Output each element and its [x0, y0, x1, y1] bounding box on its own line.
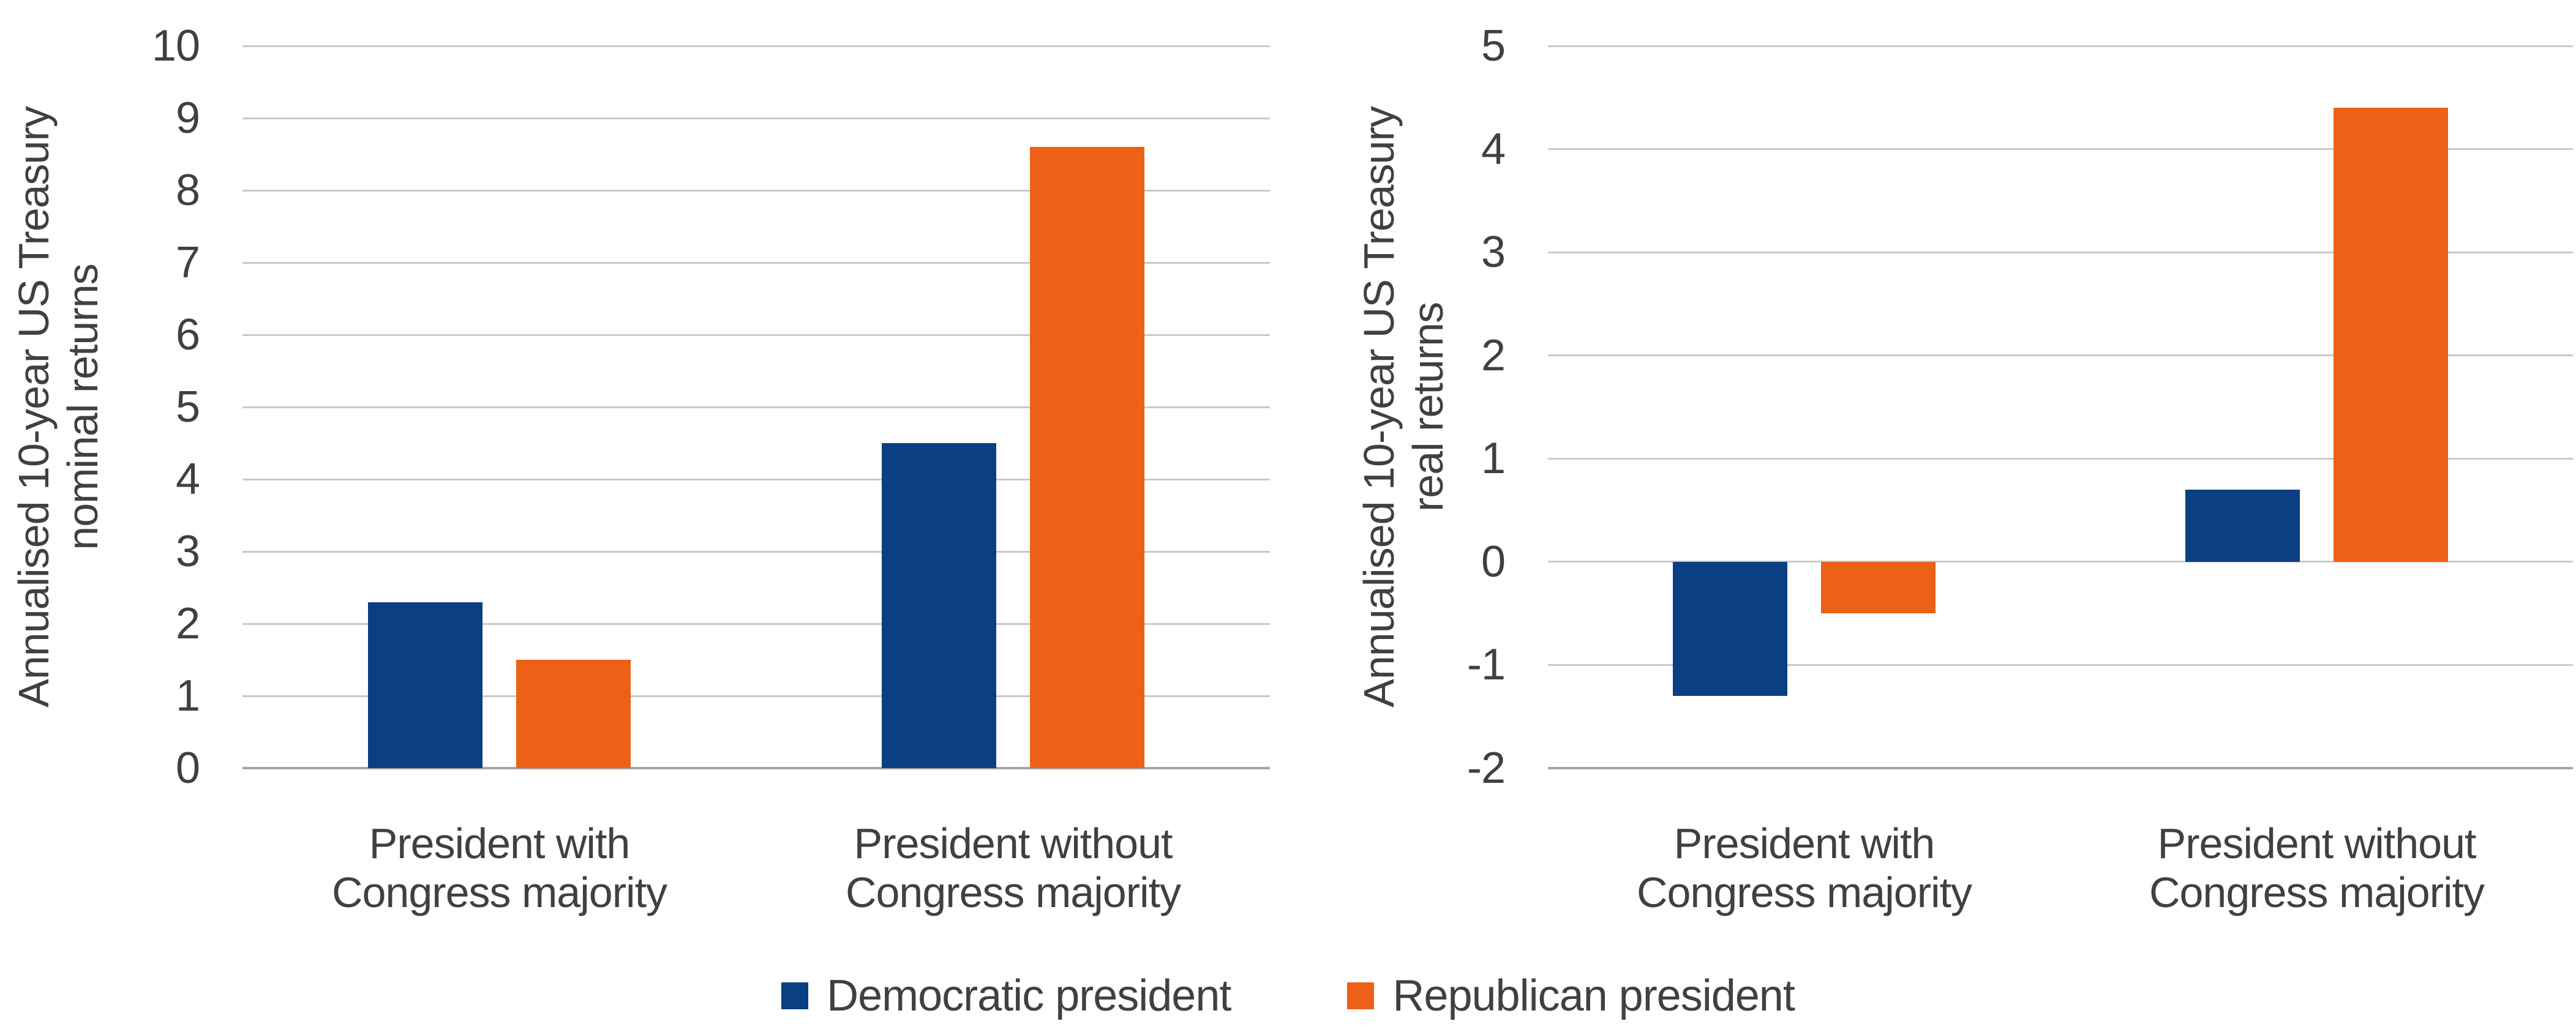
gridline	[1548, 663, 2573, 666]
bar-republican-president	[1821, 561, 1936, 614]
republican-swatch-icon	[1347, 982, 1375, 1009]
bar-republican-president	[2334, 108, 2448, 562]
y-tick-label: 4	[1481, 124, 1506, 174]
gridline	[1548, 354, 2573, 357]
democratic-swatch-icon	[781, 982, 809, 1009]
y-tick-label: 1	[175, 671, 200, 720]
gridline	[1548, 561, 2573, 563]
gridline	[242, 550, 1270, 553]
gridline	[242, 622, 1270, 625]
gridline	[242, 45, 1270, 47]
gridline	[1548, 148, 2573, 151]
y-tick-label: 2	[175, 599, 200, 648]
legend-item-republican: Republican president	[1347, 971, 1795, 1021]
baseline-gridline	[1548, 767, 2573, 769]
y-tick-label: 5	[175, 383, 200, 432]
y-tick-label: 4	[175, 455, 200, 504]
y-tick-label: -1	[1466, 640, 1506, 690]
category-label: President without Congress majority	[2149, 820, 2485, 916]
legend-label: Democratic president	[827, 971, 1231, 1020]
gridline	[242, 695, 1270, 697]
y-tick-label: 8	[175, 166, 200, 215]
legend-label: Republican president	[1392, 971, 1795, 1020]
gridline	[242, 406, 1270, 408]
category-label: President with Congress majority	[1636, 820, 1972, 916]
y-tick-label: 9	[175, 94, 200, 143]
gridline	[1548, 251, 2573, 253]
baseline-gridline	[242, 767, 1270, 769]
gridline	[242, 261, 1270, 264]
y-tick-label: 5	[1481, 21, 1506, 70]
category-label: President without Congress majority	[845, 820, 1181, 916]
gridline	[242, 117, 1270, 119]
y-tick-label: 3	[175, 527, 200, 576]
gridline	[1548, 45, 2573, 47]
y-tick-label: 2	[1481, 331, 1506, 380]
bar-democratic-president	[368, 602, 483, 768]
legend: Democratic president Republican presiden…	[0, 971, 2576, 1021]
bar-democratic-president	[1673, 561, 1787, 696]
y-tick-label: 3	[1481, 228, 1506, 277]
y-tick-label: 0	[1481, 537, 1506, 586]
gridline	[1548, 457, 2573, 460]
bar-republican-president	[516, 660, 631, 768]
bar-democratic-president	[882, 443, 996, 768]
gridline	[242, 334, 1270, 336]
y-tick-label: -2	[1466, 744, 1506, 793]
y-tick-label: 0	[175, 744, 200, 793]
gridline	[242, 478, 1270, 480]
bar-republican-president	[1030, 147, 1144, 768]
y-tick-label: 6	[175, 310, 200, 359]
bar-democratic-president	[2185, 489, 2300, 562]
y-tick-label: 7	[175, 238, 200, 287]
y-tick-label: 10	[151, 21, 200, 70]
category-label: President with Congress majority	[331, 820, 667, 916]
gridline	[242, 189, 1270, 192]
y-tick-label: 1	[1481, 434, 1506, 484]
legend-item-democratic: Democratic president	[781, 971, 1231, 1021]
